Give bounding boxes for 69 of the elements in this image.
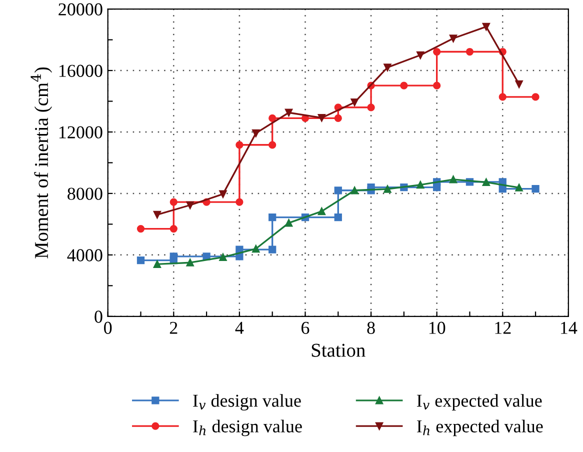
y-tick-label: 8000 xyxy=(68,188,102,200)
point xyxy=(186,201,194,209)
point xyxy=(334,213,342,222)
point xyxy=(532,93,540,101)
point xyxy=(416,181,424,189)
point xyxy=(515,184,523,192)
point xyxy=(498,93,506,101)
point xyxy=(334,186,342,194)
point xyxy=(236,246,244,254)
point xyxy=(153,210,162,218)
point xyxy=(170,198,178,206)
x-tick-label: 8 xyxy=(367,322,375,334)
point xyxy=(268,114,276,122)
point xyxy=(482,178,490,186)
point xyxy=(268,213,276,222)
point xyxy=(367,104,375,112)
point xyxy=(284,108,293,116)
y-tick-label: 16000 xyxy=(59,64,102,77)
y-tick-label: 12000 xyxy=(59,126,102,138)
point xyxy=(268,246,276,254)
point xyxy=(252,129,260,138)
point xyxy=(202,252,210,260)
y-tick-label: 20000 xyxy=(58,3,102,16)
point xyxy=(384,185,392,193)
legend-label: I$_{h}$ expected value xyxy=(416,420,543,436)
point xyxy=(433,82,441,90)
legend-label: I$_{h}$ design value xyxy=(193,420,302,436)
point xyxy=(515,80,523,88)
point xyxy=(219,190,227,198)
legend-label: I$_{v}$ design value xyxy=(193,394,301,411)
x-tick-label: 0 xyxy=(104,322,112,334)
point xyxy=(400,82,408,90)
point xyxy=(136,256,145,264)
point xyxy=(449,176,458,184)
point xyxy=(532,185,540,193)
point xyxy=(186,258,194,266)
x-tick-label: 10 xyxy=(429,322,446,334)
point xyxy=(416,51,424,59)
point xyxy=(219,253,227,262)
point xyxy=(252,244,260,253)
x-tick-label: 4 xyxy=(235,322,244,334)
point xyxy=(236,198,244,206)
point xyxy=(318,207,326,216)
point xyxy=(170,224,178,233)
point xyxy=(318,114,326,122)
point xyxy=(170,252,178,260)
point xyxy=(268,141,276,149)
point xyxy=(433,48,441,56)
point xyxy=(334,114,342,122)
y-tick-label: 4000 xyxy=(67,249,102,262)
x-axis-title: Station xyxy=(312,344,366,357)
point xyxy=(236,141,244,149)
point xyxy=(284,219,293,227)
point xyxy=(449,34,458,42)
point xyxy=(466,48,474,56)
point xyxy=(482,22,490,31)
x-tick-label: 6 xyxy=(302,322,310,334)
point xyxy=(350,98,358,106)
x-tick-label: 2 xyxy=(170,322,178,334)
legend-label: I$_{v}$ expected value xyxy=(416,394,542,410)
y-tick-label: 0 xyxy=(94,310,102,323)
point xyxy=(236,252,244,260)
point xyxy=(350,186,358,194)
x-tick-label: 14 xyxy=(560,322,578,334)
point xyxy=(153,260,162,268)
point xyxy=(136,224,145,233)
x-tick-label: 12 xyxy=(495,322,511,334)
y-axis-title: Moment of inertia (cm$^{4}$) xyxy=(30,67,52,258)
point xyxy=(384,64,392,72)
